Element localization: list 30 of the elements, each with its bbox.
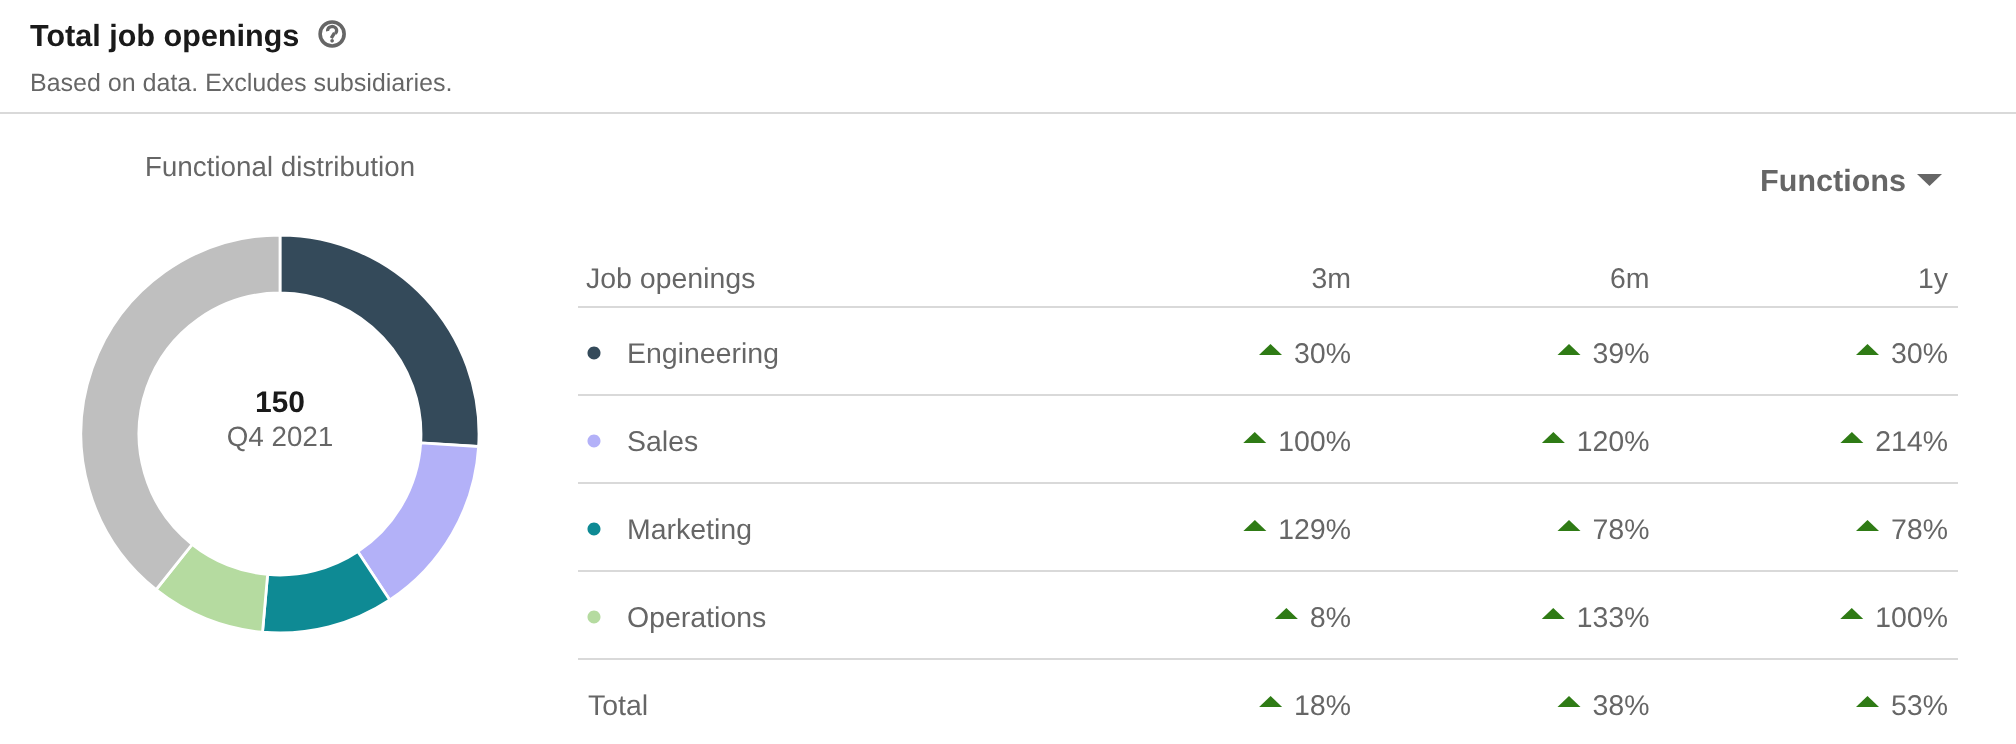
text: Functions	[1762, 168, 1905, 192]
legend-label: Operations	[628, 606, 766, 633]
text: 214%	[1876, 431, 1947, 452]
category-label: Total	[588, 694, 647, 716]
legend-label: Marketing	[629, 518, 751, 545]
text: Functional distribution	[147, 155, 414, 177]
text: Q4 2021	[228, 426, 332, 452]
text: 78%	[1593, 519, 1649, 540]
legend-label: Engineering	[629, 342, 778, 369]
text: Job openings	[586, 267, 755, 294]
text: 129%	[1280, 519, 1350, 540]
text: 53%	[1892, 695, 1947, 716]
category-label: 3m	[1312, 268, 1350, 289]
text: 78%	[1892, 519, 1947, 540]
chart-title: Total job openings	[30, 23, 299, 53]
text: 18%	[1296, 695, 1350, 716]
category-label: 6m	[1611, 268, 1648, 289]
text: 30%	[1295, 343, 1350, 364]
text: 38%	[1593, 695, 1649, 716]
text: 100%	[1877, 607, 1947, 628]
text: 120%	[1578, 431, 1649, 452]
text: 39%	[1593, 343, 1649, 364]
category-label: 1y	[1920, 268, 1948, 294]
text: 8%	[1311, 607, 1350, 628]
chart-subtitle: Based on data. Excludes subsidiaries.	[32, 72, 451, 92]
legend-label: Sales	[628, 430, 698, 452]
text: 100%	[1280, 431, 1350, 452]
text: 133%	[1578, 607, 1649, 628]
text: 150	[256, 391, 304, 413]
text: 30%	[1892, 343, 1947, 364]
